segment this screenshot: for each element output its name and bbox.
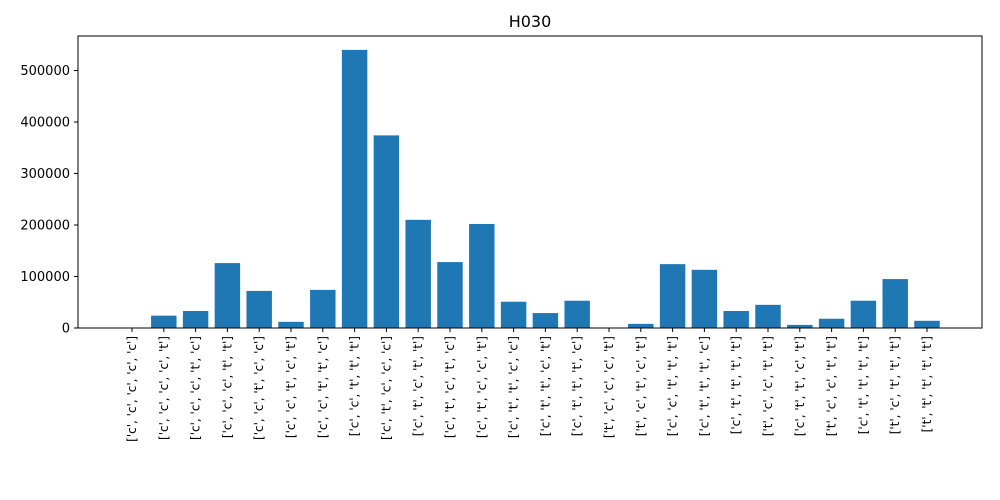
chart-title: H030 [509,12,552,31]
bar-3 [214,263,241,328]
bar-18 [691,269,718,328]
bar-1 [151,315,177,328]
x-tick-label-10: ['c', 't', 'c', 't', 'c'] [443,336,457,438]
bars-group [151,49,940,329]
bar-24 [882,279,908,328]
x-axis: ['c', 'c', 'c', 'c', 'c'] ['c', 'c', 'c',… [125,328,934,442]
bar-12 [500,301,527,328]
plot-frame [77,35,983,329]
bar-14 [564,300,590,328]
x-tick-label-8: ['c', 't', 'c', 'c', 'c'] [379,336,393,440]
y-tick-label-3: 300000 [20,167,70,182]
x-tick-label-20: ['t', 'c', 'c', 't', 't'] [761,336,775,436]
x-tick-label-11: ['c', 't', 'c', 'c', 't'] [475,336,489,438]
bar-13 [532,313,559,328]
bar-23 [850,300,877,328]
x-tick-label-18: ['c', 't', 't', 't', 'c'] [697,336,711,436]
bar-16 [628,323,654,328]
x-tick-label-25: ['t', 't', 't', 't', 't'] [920,336,934,432]
y-tick-label-2: 200000 [20,219,70,234]
x-tick-label-22: ['t', 'c', 'c', 't', 't'] [825,336,839,436]
bar-19 [723,311,749,328]
x-tick-label-5: ['c', 'c', 't', 'c', 't'] [284,336,298,438]
y-tick-label-1: 100000 [20,270,70,285]
x-tick-label-12: ['c', 't', 't', 'c', 'c'] [507,336,521,438]
x-tick-label-3: ['c', 'c', 'c', 't', 't'] [220,336,234,438]
x-tick-label-15: ['t', 'c', 'c', 'c', 't'] [602,336,616,438]
bar-22 [818,318,845,328]
x-tick-label-17: ['c', 'c', 't', 't', 't'] [666,336,680,436]
bar-9 [405,219,431,328]
bar-6 [310,289,336,328]
bar-21 [787,324,813,328]
bar-7 [341,49,368,329]
x-tick-label-0: ['c', 'c', 'c', 'c', 'c'] [125,336,139,442]
x-tick-label-21: ['c', 't', 't', 'c', 't'] [793,336,807,436]
y-axis: 0 100000 200000 300000 400000 500000 [20,64,78,337]
bar-11 [469,223,495,328]
x-tick-label-7: ['c', 'c', 't', 't', 't'] [348,336,362,436]
bar-17 [659,264,686,328]
x-tick-label-6: ['c', 'c', 't', 't', 'c'] [316,336,330,438]
x-tick-label-13: ['c', 't', 't', 'c', 't'] [538,336,552,436]
x-tick-label-1: ['c', 'c', 'c', 'c', 't'] [157,336,171,440]
x-tick-label-14: ['c', 't', 't', 't', 'c'] [570,336,584,436]
bar-5 [278,321,304,328]
y-tick-label-0: 0 [62,322,70,337]
bar-10 [437,262,463,328]
x-tick-label-2: ['c', 'c', 'c', 't', 'c'] [189,336,203,440]
x-tick-label-23: ['c', 't', 't', 't', 't'] [856,336,870,434]
x-tick-label-4: ['c', 'c', 't', 'c', 'c'] [252,336,266,440]
bar-2 [182,311,209,328]
x-tick-label-19: ['c', 't', 't', 't', 't'] [729,336,743,434]
x-tick-label-16: ['t', 'c', 't', 'c', 't'] [634,336,648,436]
bar-20 [755,304,781,328]
y-tick-label-4: 400000 [20,116,70,131]
bar-8 [373,135,400,328]
bar-25 [914,320,940,328]
bar-4 [246,290,272,328]
x-tick-label-9: ['c', 't', 'c', 't', 't'] [411,336,425,436]
x-tick-label-24: ['t', 'c', 't', 't', 't'] [888,336,902,434]
y-tick-label-5: 500000 [20,64,70,79]
